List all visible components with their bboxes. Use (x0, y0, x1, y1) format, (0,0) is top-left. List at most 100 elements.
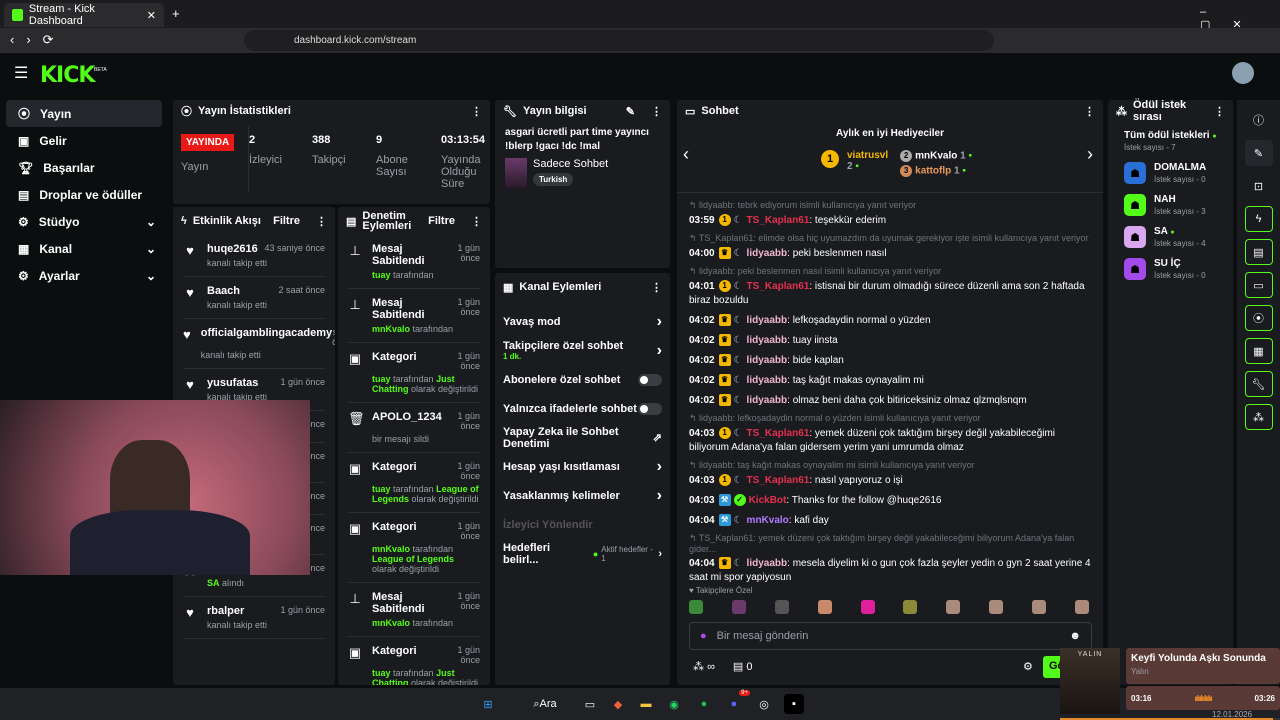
sidebar-item-droplar[interactable]: ▤ Droplar ve ödüller (6, 181, 162, 208)
toggle-switch[interactable] (638, 402, 662, 415)
message-user[interactable]: TS_Kaplan61 (746, 215, 810, 226)
sidebar-item-studyo[interactable]: ⚙ Stüdyo ⌄ (6, 208, 162, 235)
moderator-name[interactable]: mnKvalo (372, 618, 411, 628)
reward-item[interactable]: ☗ SA ● İstek sayısı - 4 (1124, 226, 1217, 248)
whatsapp-icon[interactable]: ◉ (669, 698, 679, 711)
task-view-icon[interactable]: ▭ (584, 698, 596, 711)
chat-messages[interactable]: ↰ lidyaabb: tebrk ediyorum isimli kullan… (677, 192, 1103, 588)
more-icon[interactable]: ⋮ (651, 105, 662, 118)
emote[interactable] (946, 600, 961, 614)
channel-action-row[interactable]: Yavaş mod › (495, 307, 670, 336)
moderator-name[interactable]: mnKvalo (372, 544, 411, 554)
reward-item[interactable]: ☗ DOMALMA İstek sayısı - 0 (1124, 162, 1217, 184)
emoji-icon[interactable]: ☻ (1069, 630, 1081, 642)
moderator-name[interactable]: mnKvalo (372, 324, 411, 334)
store-indicator[interactable]: ▤ 0 (732, 661, 753, 673)
notes-icon[interactable]: ▤ (1244, 239, 1273, 265)
message-user[interactable]: TS_Kaplan61 (746, 428, 810, 439)
message-user[interactable]: KickBot (748, 495, 787, 506)
gifter-name[interactable]: kattoflp (915, 165, 952, 177)
sidebar-item-yayin[interactable]: ⦿ Yayın (6, 100, 162, 127)
sidebar-item-kanal[interactable]: ▦ Kanal ⌄ (6, 235, 162, 262)
screen-capture-icon[interactable]: ⊡ (1253, 180, 1264, 193)
reward-icon[interactable]: ⁂ (1244, 404, 1273, 430)
points-indicator[interactable]: ⁂ ∞ (693, 661, 715, 673)
edit-icon[interactable]: ✎ (1244, 140, 1273, 166)
sidebar-item-gelir[interactable]: ▣ Gelir (6, 127, 162, 154)
brave-icon[interactable]: ◆ (613, 698, 623, 711)
windows-start-icon[interactable]: ⊞ (483, 698, 493, 711)
more-icon[interactable]: ⋮ (471, 215, 482, 228)
emote[interactable] (860, 600, 875, 614)
message-user[interactable]: mnKvalo (746, 515, 789, 526)
activity-user[interactable]: yusufatas (207, 377, 259, 389)
chevron-left-icon[interactable]: ‹ (683, 144, 689, 164)
kick-logo[interactable]: KICK (40, 63, 95, 88)
emote[interactable] (689, 600, 703, 614)
activity-user[interactable]: rbalper (207, 605, 245, 617)
channel-action-row[interactable]: Yapay Zeka ile Sohbet Denetimi ⇗ (495, 423, 670, 452)
message-user[interactable]: lidyaabb (746, 248, 788, 259)
spotify-icon[interactable]: ● (700, 698, 708, 710)
gifter-name[interactable]: mnKvalo (915, 150, 958, 162)
more-icon[interactable]: ⋮ (651, 281, 662, 294)
channel-action-row[interactable]: Takipçilere özel sohbet 1 dk. › (495, 336, 670, 365)
reward-item[interactable]: ☗ NAH İstek sayısı - 3 (1124, 194, 1217, 216)
moderator-name[interactable]: tuay (372, 374, 391, 384)
obs-icon[interactable]: ◎ (759, 698, 769, 711)
app-icon[interactable]: ▪ (784, 694, 804, 714)
message-user[interactable]: lidyaabb (746, 558, 788, 569)
channel-action-row[interactable]: Yasaklanmış kelimeler › (495, 481, 670, 510)
message-user[interactable]: TS_Kaplan61 (746, 281, 810, 292)
gifter-name[interactable]: viatrusvl (847, 150, 889, 161)
more-icon[interactable]: ⋮ (1084, 105, 1095, 118)
browser-tab[interactable]: Stream - Kick Dashboard ✕ (4, 3, 164, 27)
chevron-right-icon[interactable]: › (1087, 144, 1093, 164)
wrench-icon[interactable]: 🔧︎ (1244, 371, 1273, 397)
activity-user[interactable]: officialgamblingacademy (200, 327, 333, 339)
moderator-name[interactable]: tuay (372, 668, 391, 678)
goals-row[interactable]: Hedefleri belirl... ● Aktif hedefler - 1 › (495, 539, 670, 568)
menu-icon[interactable]: ☰ (14, 65, 29, 82)
sidebar-item-ayarlar[interactable]: ⚙ Ayarlar ⌄ (6, 262, 162, 289)
message-user[interactable]: TS_Kaplan61 (746, 475, 810, 486)
emote[interactable] (903, 600, 918, 614)
message-user[interactable]: lidyaabb (746, 355, 788, 366)
emote[interactable] (774, 600, 789, 614)
close-tab-icon[interactable]: ✕ (146, 9, 156, 22)
channel-icon[interactable]: ▦ (1244, 338, 1273, 364)
new-tab-button[interactable]: + (172, 6, 180, 21)
taskbar-search[interactable]: ⌕ Ara (533, 697, 557, 711)
emote[interactable] (989, 600, 1004, 614)
moderator-name[interactable]: tuay (372, 270, 391, 280)
moderator-name[interactable]: tuay (372, 484, 391, 494)
emote[interactable] (817, 600, 832, 614)
channel-action-row[interactable]: Yalnızca ifadelerle sohbet (495, 394, 670, 423)
file-explorer-icon[interactable]: ▬ (640, 698, 652, 710)
broadcast-icon[interactable]: ⦿ (1244, 305, 1273, 331)
emote[interactable] (1074, 600, 1089, 614)
bolt-icon[interactable]: ϟ (1244, 206, 1273, 232)
message-user[interactable]: lidyaabb (746, 335, 788, 346)
url-input[interactable]: dashboard.kick.com/stream (244, 30, 994, 51)
avatar[interactable] (1232, 62, 1254, 84)
channel-action-row[interactable]: Hesap yaşı kısıtlaması › (495, 452, 670, 481)
emote[interactable] (1032, 600, 1046, 614)
emote[interactable] (731, 600, 746, 614)
reward-item[interactable]: ☗ SU İÇ İstek sayısı - 0 (1124, 258, 1217, 280)
edit-icon[interactable]: ✎ (625, 105, 635, 118)
chat-icon[interactable]: ▭ (1244, 272, 1273, 298)
message-user[interactable]: lidyaabb (746, 395, 788, 406)
toggle-switch[interactable] (638, 373, 662, 386)
category-name[interactable]: Sadece Sohbet (533, 158, 609, 170)
filter-button[interactable]: Filtre (428, 214, 455, 227)
message-user[interactable]: lidyaabb (746, 375, 788, 386)
all-rewards[interactable]: Tüm ödül istekleri ● İstek sayısı - 7 (1124, 130, 1217, 152)
more-icon[interactable]: ⋮ (316, 215, 327, 228)
activity-user[interactable]: huqe2616 (207, 243, 258, 255)
info-icon[interactable]: ⓘ (1253, 115, 1264, 127)
filter-button[interactable]: Filtre (273, 214, 300, 227)
message-user[interactable]: lidyaabb (746, 315, 788, 326)
nav-buttons[interactable]: ‹›⟳ (10, 32, 66, 47)
more-icon[interactable]: ⋮ (471, 105, 482, 118)
